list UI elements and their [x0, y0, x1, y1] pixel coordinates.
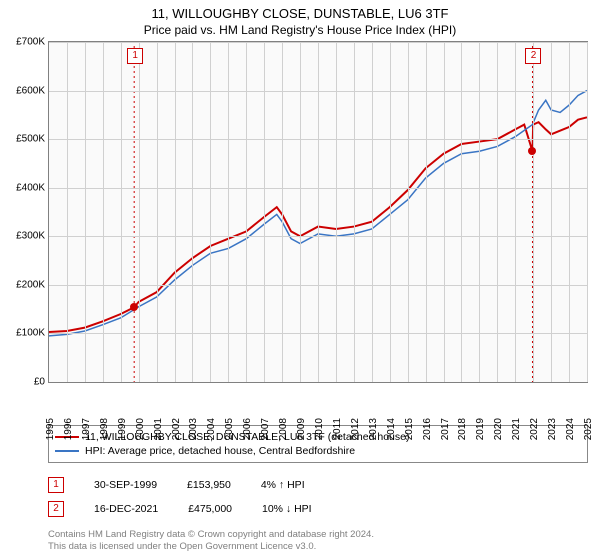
sale-row-1: 1 30-SEP-1999 £153,950 4% ↑ HPI — [48, 473, 600, 497]
sale-price-2: £475,000 — [188, 503, 232, 515]
x-axis-label: 2014 — [386, 418, 397, 440]
x-axis-label: 2022 — [529, 418, 540, 440]
y-axis-label: £700K — [16, 37, 45, 48]
x-axis-label: 1997 — [81, 418, 92, 440]
x-axis-label: 1995 — [45, 418, 56, 440]
x-axis-label: 2024 — [565, 418, 576, 440]
x-axis-label: 2020 — [493, 418, 504, 440]
x-axis-label: 2025 — [583, 418, 594, 440]
sale-marker-flag: 2 — [525, 48, 541, 64]
x-axis-label: 2011 — [332, 418, 343, 440]
y-axis-label: £400K — [16, 182, 45, 193]
x-axis-label: 2019 — [475, 418, 486, 440]
x-axis-label: 2004 — [206, 418, 217, 440]
y-axis-label: £500K — [16, 134, 45, 145]
x-axis-label: 2012 — [350, 418, 361, 440]
x-axis-label: 2016 — [422, 418, 433, 440]
legend-swatch-hpi — [55, 450, 79, 452]
x-axis-label: 2009 — [296, 418, 307, 440]
x-axis-label: 2007 — [260, 418, 271, 440]
sale-dot — [130, 303, 138, 311]
footnote-line-2: This data is licensed under the Open Gov… — [48, 541, 316, 552]
chart-container: 11, WILLOUGHBY CLOSE, DUNSTABLE, LU6 3TF… — [0, 0, 600, 560]
x-axis-label: 2010 — [314, 418, 325, 440]
sale-date-2: 16-DEC-2021 — [94, 503, 158, 515]
x-axis-label: 2021 — [511, 418, 522, 440]
x-axis-label: 2017 — [440, 418, 451, 440]
sale-price-1: £153,950 — [187, 479, 231, 491]
x-axis-label: 2003 — [188, 418, 199, 440]
sale-marker-box-2: 2 — [48, 501, 64, 517]
sale-row-2: 2 16-DEC-2021 £475,000 10% ↓ HPI — [48, 497, 600, 521]
title-sub: Price paid vs. HM Land Registry's House … — [0, 21, 600, 41]
chart-plot-area: £0£100K£200K£300K£400K£500K£600K£700K199… — [48, 41, 588, 383]
sale-diff-1: 4% ↑ HPI — [261, 479, 305, 491]
title-main: 11, WILLOUGHBY CLOSE, DUNSTABLE, LU6 3TF — [0, 0, 600, 21]
x-axis-label: 2018 — [457, 418, 468, 440]
y-axis-label: £600K — [16, 85, 45, 96]
x-axis-label: 2008 — [278, 418, 289, 440]
x-axis-label: 2013 — [368, 418, 379, 440]
sale-date-1: 30-SEP-1999 — [94, 479, 157, 491]
sale-marker-box-1: 1 — [48, 477, 64, 493]
y-axis-label: £200K — [16, 279, 45, 290]
x-axis-label: 2000 — [135, 418, 146, 440]
legend-label-hpi: HPI: Average price, detached house, Cent… — [85, 445, 355, 457]
y-axis-label: £300K — [16, 231, 45, 242]
x-axis-label: 2005 — [224, 418, 235, 440]
x-axis-label: 2023 — [547, 418, 558, 440]
sale-marker-flag: 1 — [127, 48, 143, 64]
x-axis-label: 1999 — [117, 418, 128, 440]
x-axis-label: 2001 — [153, 418, 164, 440]
x-axis-label: 2002 — [171, 418, 182, 440]
sale-diff-2: 10% ↓ HPI — [262, 503, 312, 515]
sales-table: 1 30-SEP-1999 £153,950 4% ↑ HPI 2 16-DEC… — [48, 473, 600, 521]
footnote: Contains HM Land Registry data © Crown c… — [48, 529, 588, 554]
x-axis-label: 2015 — [404, 418, 415, 440]
y-axis-label: £0 — [34, 377, 45, 388]
y-axis-label: £100K — [16, 328, 45, 339]
footnote-line-1: Contains HM Land Registry data © Crown c… — [48, 529, 374, 540]
x-axis-label: 1996 — [63, 418, 74, 440]
x-axis-label: 2006 — [242, 418, 253, 440]
x-axis-label: 1998 — [99, 418, 110, 440]
legend-item-hpi: HPI: Average price, detached house, Cent… — [55, 444, 581, 458]
sale-dot — [528, 147, 536, 155]
